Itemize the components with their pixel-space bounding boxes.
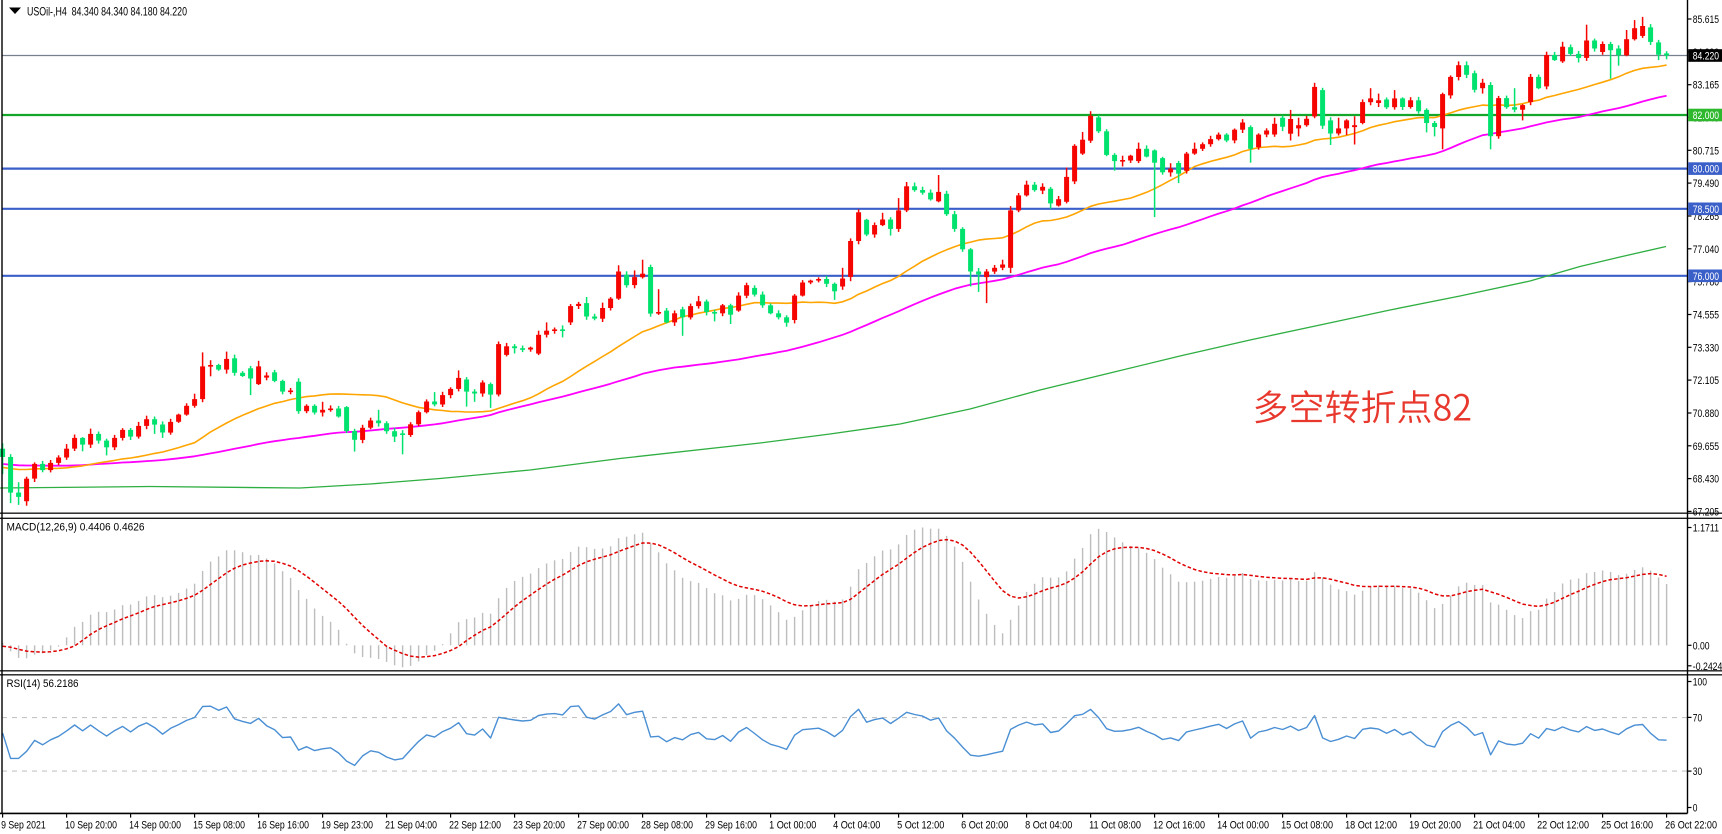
svg-text:68.430: 68.430 [1693, 474, 1719, 486]
svg-text:21 Sep 04:00: 21 Sep 04:00 [385, 820, 437, 832]
svg-text:14 Sep 00:00: 14 Sep 00:00 [129, 820, 181, 832]
svg-text:79.490: 79.490 [1693, 178, 1719, 190]
svg-text:80.000: 80.000 [1693, 164, 1719, 176]
svg-text:0.00: 0.00 [1693, 640, 1710, 652]
svg-text:14 Oct 00:00: 14 Oct 00:00 [1217, 820, 1269, 832]
svg-text:5 Oct 12:00: 5 Oct 12:00 [897, 820, 944, 832]
svg-text:73.330: 73.330 [1693, 342, 1719, 354]
svg-text:4 Oct 04:00: 4 Oct 04:00 [833, 820, 880, 832]
svg-text:84.220: 84.220 [1693, 51, 1719, 63]
svg-text:8 Oct 04:00: 8 Oct 04:00 [1025, 820, 1072, 832]
svg-text:-0.2424: -0.2424 [1693, 661, 1722, 673]
svg-text:74.555: 74.555 [1693, 310, 1719, 322]
svg-text:76.000: 76.000 [1693, 271, 1719, 283]
svg-text:10 Sep 20:00: 10 Sep 20:00 [65, 820, 117, 832]
svg-text:11 Oct 08:00: 11 Oct 08:00 [1089, 820, 1141, 832]
svg-text:28 Sep 08:00: 28 Sep 08:00 [641, 820, 693, 832]
svg-text:RSI(14) 56.2186: RSI(14) 56.2186 [7, 678, 79, 690]
svg-text:26 Oct 22:00: 26 Oct 22:00 [1665, 820, 1717, 832]
svg-text:72.105: 72.105 [1693, 375, 1719, 387]
svg-text:69.655: 69.655 [1693, 441, 1719, 453]
svg-text:100: 100 [1693, 677, 1707, 689]
svg-text:16 Sep 16:00: 16 Sep 16:00 [257, 820, 309, 832]
svg-text:82.000: 82.000 [1693, 110, 1719, 122]
svg-text:15 Oct 08:00: 15 Oct 08:00 [1281, 820, 1333, 832]
svg-text:18 Oct 12:00: 18 Oct 12:00 [1345, 820, 1397, 832]
svg-text:27 Sep 00:00: 27 Sep 00:00 [577, 820, 629, 832]
svg-text:30: 30 [1693, 766, 1702, 778]
svg-text:21 Oct 04:00: 21 Oct 04:00 [1473, 820, 1525, 832]
svg-text:1 Oct 00:00: 1 Oct 00:00 [769, 820, 816, 832]
svg-text:80.715: 80.715 [1693, 145, 1719, 157]
svg-text:6 Oct 20:00: 6 Oct 20:00 [961, 820, 1008, 832]
svg-text:1.1711: 1.1711 [1693, 523, 1719, 535]
svg-text:78.500: 78.500 [1693, 204, 1719, 216]
svg-text:15 Sep 08:00: 15 Sep 08:00 [193, 820, 245, 832]
svg-text:22 Oct 12:00: 22 Oct 12:00 [1537, 820, 1589, 832]
svg-text:19 Oct 20:00: 19 Oct 20:00 [1409, 820, 1461, 832]
svg-text:23 Sep 20:00: 23 Sep 20:00 [513, 820, 565, 832]
svg-text:12 Oct 16:00: 12 Oct 16:00 [1153, 820, 1205, 832]
svg-text:MACD(12,26,9) 0.4406 0.4626: MACD(12,26,9) 0.4406 0.4626 [7, 522, 145, 534]
svg-text:83.165: 83.165 [1693, 80, 1719, 92]
svg-text:USOil-,H4 84.340 84.340 84.18: USOil-,H4 84.340 84.340 84.180 84.220 [27, 5, 187, 19]
svg-text:19 Sep 23:00: 19 Sep 23:00 [321, 820, 373, 832]
svg-text:70.880: 70.880 [1693, 408, 1719, 420]
svg-text:67.205: 67.205 [1693, 507, 1719, 519]
svg-text:29 Sep 16:00: 29 Sep 16:00 [705, 820, 757, 832]
svg-text:70: 70 [1693, 712, 1702, 724]
svg-text:77.040: 77.040 [1693, 244, 1719, 256]
svg-text:85.615: 85.615 [1693, 14, 1719, 26]
svg-text:22 Sep 12:00: 22 Sep 12:00 [449, 820, 501, 832]
svg-text:9 Sep 2021: 9 Sep 2021 [1, 820, 46, 832]
svg-text:25 Oct 16:00: 25 Oct 16:00 [1601, 820, 1653, 832]
svg-text:0: 0 [1693, 803, 1698, 815]
